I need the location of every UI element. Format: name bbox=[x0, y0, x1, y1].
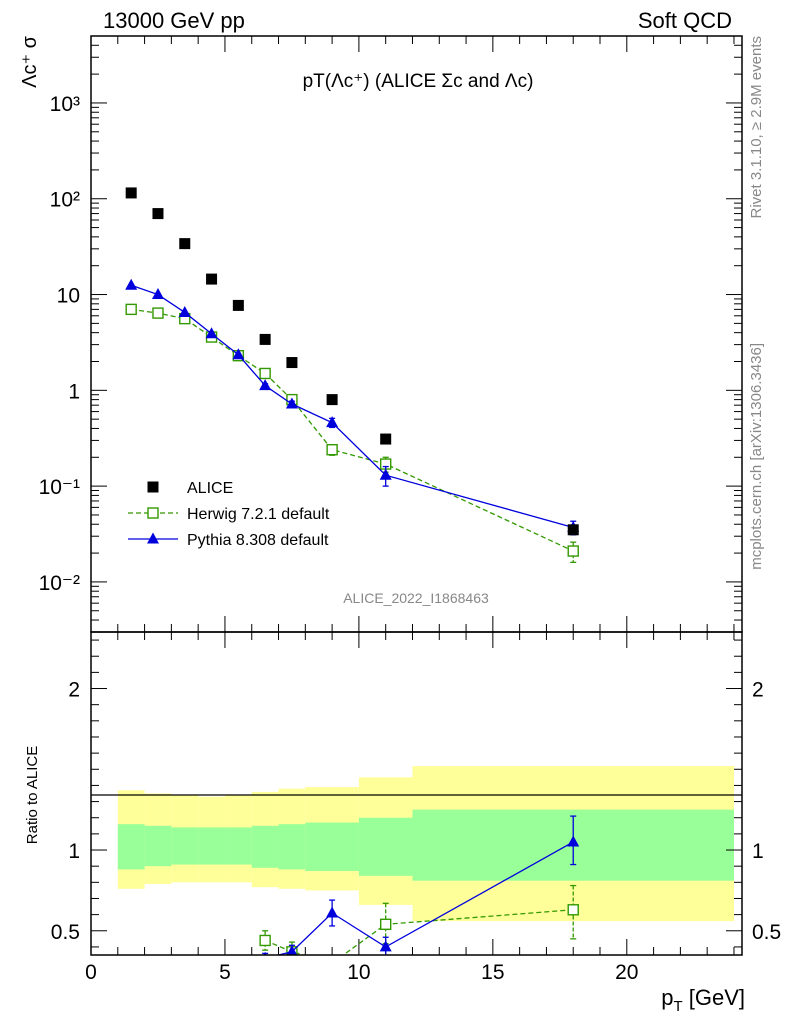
herwig-point bbox=[152, 307, 164, 319]
pythia-point bbox=[232, 348, 245, 360]
mcplots-label: mcplots.cern.ch [arXiv:1306.3436] bbox=[748, 343, 765, 570]
pythia-point bbox=[567, 835, 580, 847]
alice-point bbox=[152, 208, 164, 220]
ratio-y-axis-label: Ratio to ALICE bbox=[24, 746, 41, 844]
main-title: pT(Λc⁺) (ALICE Σc and Λc) bbox=[303, 71, 534, 92]
herwig-point bbox=[259, 367, 271, 380]
uncertainty-band-inner bbox=[278, 824, 306, 870]
uncertainty-band-inner bbox=[144, 825, 172, 867]
ratio-y-tick-label: 2 bbox=[68, 679, 80, 702]
header-right: Soft QCD bbox=[638, 8, 732, 33]
legend-label-alice: ALICE bbox=[187, 480, 233, 497]
x-tick-label: 20 bbox=[615, 961, 638, 984]
uncertainty-band-inner bbox=[224, 827, 252, 865]
header-left: 13000 GeV pp bbox=[103, 8, 245, 33]
herwig-point bbox=[567, 545, 579, 557]
y-tick-label: 10³ bbox=[50, 93, 80, 116]
x-tick-label: 10 bbox=[347, 961, 370, 984]
pythia-point bbox=[178, 305, 191, 317]
pythia-point bbox=[125, 278, 138, 290]
herwig-point bbox=[379, 918, 392, 931]
main-panel: 10⁻² 10⁻¹ 1 10 10² 10³ pT(Λc⁺) (ALICE Σc and … bbox=[19, 35, 743, 633]
ratio-y-tick-label: 1 bbox=[68, 840, 80, 863]
pythia-point bbox=[326, 906, 339, 918]
x-tick-label: 5 bbox=[219, 961, 231, 984]
herwig-point bbox=[259, 934, 271, 947]
pythia-point bbox=[326, 416, 339, 428]
y-tick-label: 10 bbox=[57, 285, 80, 308]
alice-point bbox=[259, 333, 271, 345]
pythia-point bbox=[379, 940, 392, 952]
legend: ALICE Herwig 7.2.1 default Pythia 8.308 de… bbox=[128, 480, 330, 549]
legend-marker-alice bbox=[147, 481, 159, 493]
alice-point bbox=[179, 238, 191, 250]
uncertainty-band-inner bbox=[305, 822, 359, 872]
alice-point bbox=[206, 273, 218, 285]
ratio-frame bbox=[90, 631, 743, 956]
ratio-series-group bbox=[259, 815, 580, 955]
ratio-y-tick-label-right: 1 bbox=[752, 840, 764, 863]
main-y-axis-label: Λc⁺ σ bbox=[19, 35, 41, 87]
ratio-bands bbox=[117, 766, 734, 922]
alice-point bbox=[286, 357, 298, 369]
uncertainty-band-inner bbox=[117, 824, 145, 870]
x-tick-label: 15 bbox=[481, 961, 504, 984]
herwig-line bbox=[131, 308, 574, 552]
herwig-point bbox=[567, 904, 579, 916]
pythia-line bbox=[130, 284, 574, 529]
pythia-point bbox=[205, 327, 218, 339]
ratio-panel: 0.5 0.51 12 20 5 10 15 20 Ratio to ALICE pT [Ge… bbox=[24, 631, 781, 1015]
rivet-label: Rivet 3.1.10, ≥ 2.9M events bbox=[748, 36, 765, 219]
y-tick-label: 10² bbox=[50, 189, 80, 212]
alice-point bbox=[380, 433, 392, 445]
main-series bbox=[125, 187, 580, 564]
ratio-series bbox=[259, 815, 580, 955]
alice-point bbox=[326, 394, 338, 406]
pythia-point bbox=[259, 379, 272, 391]
pythia-point bbox=[286, 945, 298, 955]
alice-point bbox=[125, 187, 137, 199]
uncertainty-band-inner bbox=[198, 827, 225, 865]
legend-marker-pythia bbox=[147, 532, 159, 544]
ratio-y-tick-label: 0.5 bbox=[51, 921, 80, 944]
herwig-point bbox=[326, 444, 338, 456]
x-axis-label: pT [GeV] bbox=[661, 985, 745, 1015]
y-tick-label: 1 bbox=[68, 380, 80, 403]
watermark: ALICE_2022_I1868463 bbox=[343, 590, 489, 606]
herwig-point bbox=[125, 303, 137, 316]
pythia-point bbox=[379, 468, 392, 480]
uncertainty-band-inner bbox=[251, 825, 279, 868]
main-axis-ticks: 10⁻² 10⁻¹ 1 10 10² 10³ bbox=[39, 35, 742, 633]
pythia-point bbox=[285, 397, 298, 409]
ratio-axis-ticks: 0.5 0.51 12 20 5 10 15 20 bbox=[51, 632, 781, 984]
alice-point bbox=[232, 299, 244, 311]
uncertainty-band-inner bbox=[171, 827, 199, 865]
ratio-y-tick-label-right: 0.5 bbox=[752, 921, 781, 944]
legend-label-herwig: Herwig 7.2.1 default bbox=[187, 506, 330, 523]
herwig-line bbox=[264, 909, 574, 955]
pythia-point bbox=[151, 288, 164, 300]
y-tick-label: 10⁻² bbox=[39, 572, 80, 595]
ratio-y-tick-label-right: 2 bbox=[752, 679, 764, 702]
pythia-point bbox=[263, 951, 267, 955]
legend-label-pythia: Pythia 8.308 default bbox=[187, 532, 329, 549]
x-tick-label: 0 bbox=[85, 961, 97, 984]
uncertainty-band-inner bbox=[358, 817, 413, 876]
y-tick-label: 10⁻¹ bbox=[39, 476, 80, 499]
alice-point bbox=[567, 524, 579, 536]
legend-marker-herwig bbox=[147, 507, 159, 519]
